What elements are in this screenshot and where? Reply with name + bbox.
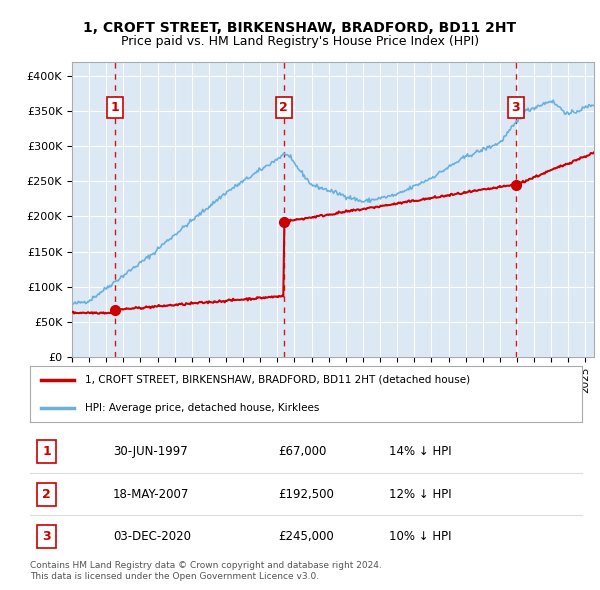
Text: 3: 3 (511, 101, 520, 114)
Text: 1, CROFT STREET, BIRKENSHAW, BRADFORD, BD11 2HT (detached house): 1, CROFT STREET, BIRKENSHAW, BRADFORD, B… (85, 375, 470, 385)
Text: 03-DEC-2020: 03-DEC-2020 (113, 530, 191, 543)
Text: 2: 2 (280, 101, 288, 114)
Text: Price paid vs. HM Land Registry's House Price Index (HPI): Price paid vs. HM Land Registry's House … (121, 35, 479, 48)
Text: 14% ↓ HPI: 14% ↓ HPI (389, 445, 451, 458)
Text: 30-JUN-1997: 30-JUN-1997 (113, 445, 188, 458)
Text: £192,500: £192,500 (278, 487, 334, 501)
Text: Contains HM Land Registry data © Crown copyright and database right 2024.: Contains HM Land Registry data © Crown c… (30, 560, 382, 569)
Text: 3: 3 (42, 530, 51, 543)
Text: 1, CROFT STREET, BIRKENSHAW, BRADFORD, BD11 2HT: 1, CROFT STREET, BIRKENSHAW, BRADFORD, B… (83, 21, 517, 35)
Text: HPI: Average price, detached house, Kirklees: HPI: Average price, detached house, Kirk… (85, 403, 320, 413)
Text: 1: 1 (42, 445, 51, 458)
Text: 2: 2 (42, 487, 51, 501)
Text: 10% ↓ HPI: 10% ↓ HPI (389, 530, 451, 543)
Text: 12% ↓ HPI: 12% ↓ HPI (389, 487, 451, 501)
Text: 1: 1 (110, 101, 119, 114)
Text: £245,000: £245,000 (278, 530, 334, 543)
Text: This data is licensed under the Open Government Licence v3.0.: This data is licensed under the Open Gov… (30, 572, 319, 581)
Text: £67,000: £67,000 (278, 445, 327, 458)
Text: 18-MAY-2007: 18-MAY-2007 (113, 487, 189, 501)
